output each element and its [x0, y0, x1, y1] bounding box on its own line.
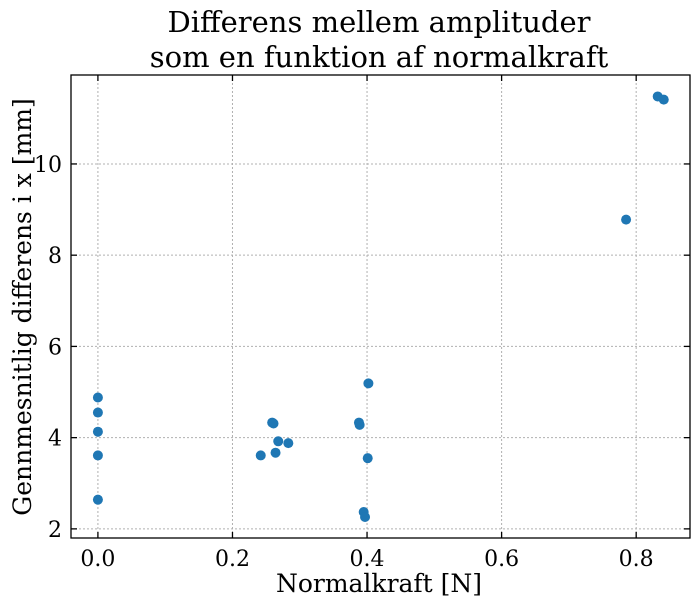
- data-point: [92, 494, 103, 505]
- y-tick-label: 6: [48, 335, 62, 360]
- data-point: [92, 426, 103, 437]
- data-point: [92, 450, 103, 461]
- data-point: [621, 214, 632, 225]
- chart-title-line-1: Differens mellem amplituder: [167, 5, 590, 39]
- x-tick-label: 0.0: [80, 547, 115, 572]
- data-points: [92, 91, 669, 523]
- x-tick-label: 0.6: [484, 547, 519, 572]
- data-point: [255, 450, 266, 461]
- x-axis-label: Normalkraft [N]: [276, 569, 482, 598]
- axis-ticks: 0.0 0.2 0.4 0.6 0.8 2 4 6 8 10: [34, 75, 690, 572]
- x-tick-label: 0.4: [350, 547, 385, 572]
- x-tick-label: 0.2: [215, 547, 250, 572]
- x-tick-label: 0.8: [619, 547, 654, 572]
- chart-title-line-2: som en funktion af normalkraft: [150, 40, 609, 74]
- data-point: [268, 418, 279, 429]
- y-axis-label: Gennmesnitlig differens i x [mm]: [8, 98, 37, 515]
- data-point: [270, 447, 281, 458]
- data-point: [363, 378, 374, 389]
- data-point: [354, 419, 365, 430]
- data-point: [360, 512, 371, 523]
- data-point: [658, 94, 669, 105]
- data-point: [362, 453, 373, 464]
- data-point: [283, 438, 294, 449]
- y-tick-label: 4: [48, 427, 62, 452]
- data-point: [92, 392, 103, 403]
- data-point: [92, 407, 103, 418]
- grid-lines: [71, 75, 690, 538]
- y-tick-label: 10: [34, 153, 62, 178]
- y-tick-label: 2: [48, 518, 62, 543]
- data-point: [273, 436, 284, 447]
- y-tick-label: 8: [48, 244, 62, 269]
- plot-frame: [70, 74, 691, 539]
